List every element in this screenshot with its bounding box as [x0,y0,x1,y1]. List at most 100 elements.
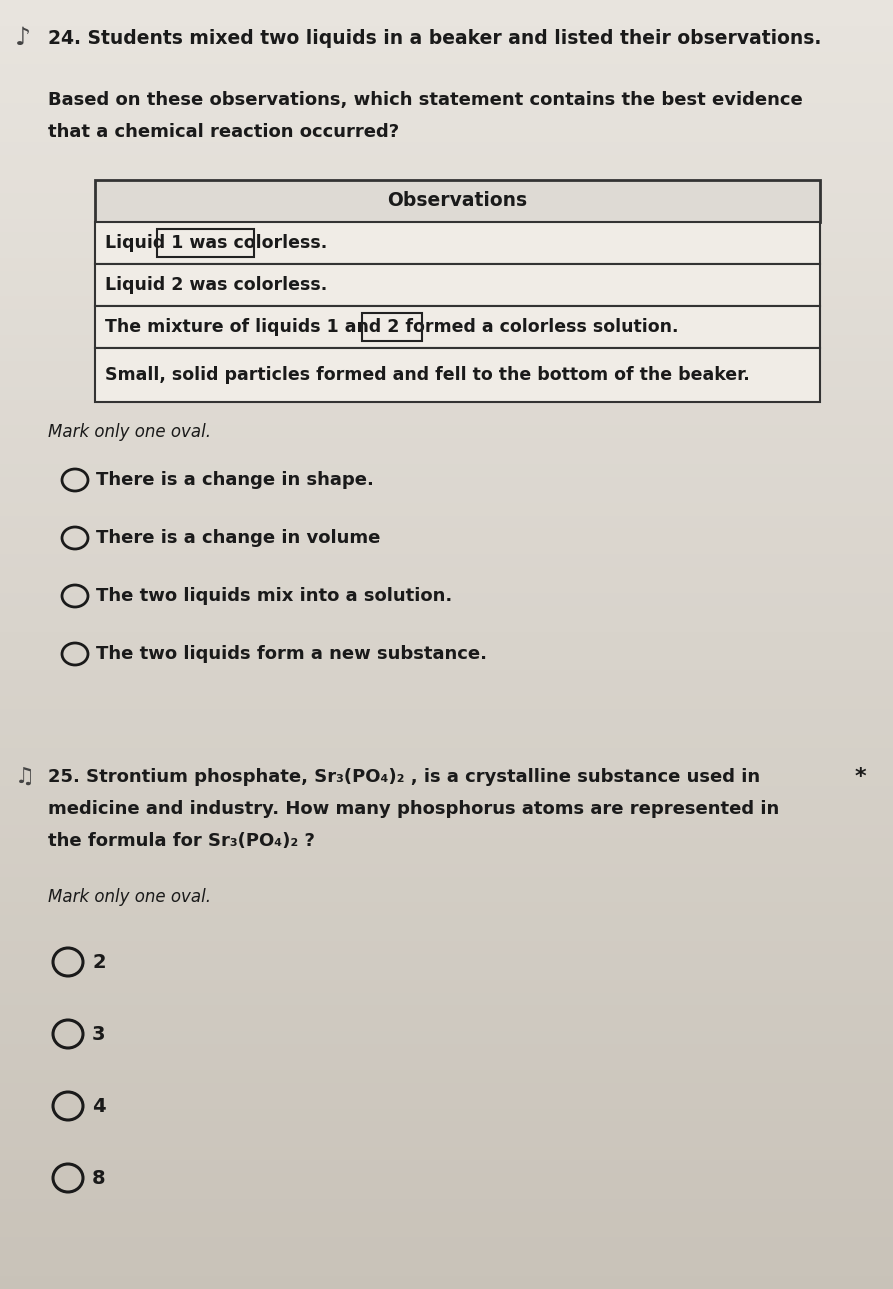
Bar [95,180,820,222]
Bar [0,683,893,697]
Bar [0,1096,893,1110]
Bar [0,1160,893,1174]
Bar [0,309,893,324]
Bar [0,142,893,156]
Bar [0,1018,893,1032]
Text: *: * [855,767,866,788]
Bar [0,670,893,684]
Text: 2: 2 [92,953,105,972]
Bar [0,168,893,182]
Bar [0,838,893,852]
Bar [0,619,893,633]
Bar [0,1263,893,1277]
Bar [0,258,893,272]
Bar [0,374,893,388]
Bar [0,503,893,517]
Bar [0,1225,893,1239]
Bar [0,696,893,710]
Bar [95,222,820,264]
Bar [0,1121,893,1136]
Bar [0,748,893,762]
Bar [0,1070,893,1084]
Bar [0,1005,893,1020]
Text: Mark only one oval.: Mark only one oval. [48,888,211,906]
Bar [0,245,893,259]
Bar [0,644,893,659]
Bar [0,1186,893,1200]
Text: The two liquids form a new substance.: The two liquids form a new substance. [96,644,487,663]
Text: Small, solid particles formed and fell to the bottom of the beaker.: Small, solid particles formed and fell t… [105,366,750,384]
Bar [0,915,893,929]
Bar [0,877,893,891]
Bar [0,567,893,581]
Bar [0,103,893,117]
Text: 4: 4 [92,1097,105,1115]
Bar [0,761,893,775]
Text: Liquid 1 was colorless.: Liquid 1 was colorless. [105,235,327,253]
Bar [0,438,893,452]
Bar [0,980,893,994]
Bar [0,206,893,220]
Bar [0,528,893,543]
Text: medicine and industry. How many phosphorus atoms are represented in: medicine and industry. How many phosphor… [48,800,780,819]
Bar [0,193,893,208]
Bar [0,799,893,813]
Text: Mark only one oval.: Mark only one oval. [48,423,211,441]
Bar [0,1212,893,1226]
Text: 24. Students mixed two liquids in a beaker and listed their observations.: 24. Students mixed two liquids in a beak… [48,28,822,48]
Text: ♪: ♪ [15,26,31,50]
Bar [0,1147,893,1161]
Bar [0,39,893,53]
Bar [0,657,893,672]
Bar [0,1250,893,1265]
Bar [0,322,893,336]
Bar [0,155,893,169]
Bar [0,1276,893,1289]
Bar [95,264,820,305]
Bar [0,632,893,646]
Bar [0,1083,893,1097]
Bar [0,271,893,285]
Bar [0,709,893,723]
Bar [0,116,893,130]
Bar [0,13,893,27]
Bar [0,1057,893,1071]
Bar [0,348,893,362]
Bar [0,335,893,349]
Bar [0,26,893,40]
Text: the formula for Sr₃(PO₄)₂ ?: the formula for Sr₃(PO₄)₂ ? [48,831,315,849]
Bar [0,464,893,478]
Bar [0,928,893,942]
Bar [0,387,893,401]
Text: The mixture of liquids 1 and 2 formed a colorless solution.: The mixture of liquids 1 and 2 formed a … [105,318,679,336]
Bar [0,1134,893,1148]
Bar [0,64,893,79]
Bar [0,180,893,195]
Text: Based on these observations, which statement contains the best evidence: Based on these observations, which state… [48,92,803,110]
Bar [0,851,893,865]
Bar [95,305,820,348]
Bar [0,902,893,916]
Bar [0,129,893,143]
Bar [0,296,893,311]
Bar [0,786,893,800]
Bar [0,400,893,414]
Bar [0,993,893,1007]
Bar [0,90,893,104]
Text: 8: 8 [92,1169,105,1187]
Bar [0,773,893,788]
Text: that a chemical reaction occurred?: that a chemical reaction occurred? [48,122,399,141]
Bar [0,425,893,440]
Text: Observations: Observations [388,192,528,210]
Bar [0,1237,893,1252]
Bar [0,1109,893,1123]
Bar [0,477,893,491]
Bar [0,941,893,955]
Bar [0,954,893,968]
Text: The two liquids mix into a solution.: The two liquids mix into a solution. [96,586,452,605]
Bar [0,1044,893,1058]
Bar [0,812,893,826]
Bar [0,219,893,233]
Bar [0,1173,893,1187]
Bar [0,0,893,14]
